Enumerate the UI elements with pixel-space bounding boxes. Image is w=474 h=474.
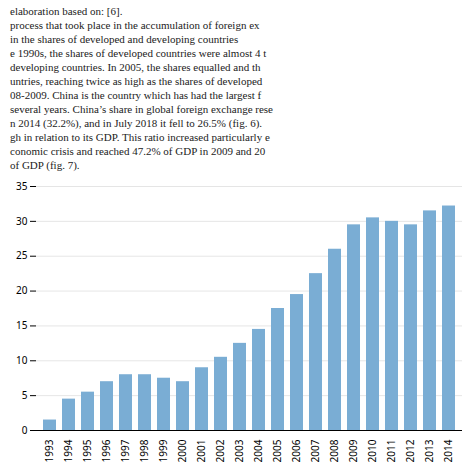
- svg-text:2008: 2008: [327, 439, 341, 462]
- svg-text:2006: 2006: [289, 439, 303, 462]
- svg-text:1995: 1995: [80, 439, 94, 462]
- svg-text:2001: 2001: [194, 440, 208, 463]
- svg-text:2007: 2007: [308, 439, 322, 462]
- svg-text:2009: 2009: [346, 439, 360, 462]
- html-text:08-2009. China is the country: 08-2009. China is the country which has …: [10, 89, 262, 101]
- html-text:of GDP (fig. 7).: of GDP (fig. 7).: [10, 159, 80, 171]
- html-text:untries, reaching twice as hig: untries, reaching twice as high as the s…: [10, 75, 263, 87]
- svg-text:2011: 2011: [384, 440, 398, 463]
- html-text:several years. China’s share i: several years. China’s share in global f…: [10, 103, 273, 115]
- svg-text:2013: 2013: [422, 439, 436, 462]
- svg-text:2012: 2012: [403, 439, 417, 462]
- svg-text:20: 20: [16, 283, 28, 297]
- svg-text:15: 15: [16, 318, 28, 332]
- svg-text:1997: 1997: [118, 439, 132, 462]
- svg-text:2005: 2005: [270, 439, 284, 462]
- svg-text:5: 5: [22, 388, 28, 402]
- svg-text:2014: 2014: [441, 439, 455, 462]
- svg-text:1999: 1999: [156, 439, 170, 462]
- svg-text:1998: 1998: [137, 439, 151, 462]
- html-text:conomic crisis and reached 47.: conomic crisis and reached 47.2% of GDP …: [10, 145, 266, 157]
- svg-text:10: 10: [16, 353, 28, 367]
- html-text:elaboration based on: [6].: elaboration based on: [6].: [10, 5, 123, 17]
- svg-text:2003: 2003: [232, 439, 246, 462]
- svg-text:0: 0: [22, 423, 28, 437]
- svg-text:25: 25: [16, 248, 28, 262]
- html-text:process that took place in the: process that took place in the accumulat…: [10, 19, 260, 31]
- html-text:developing countries. In 2005,: developing countries. In 2005, the share…: [10, 61, 261, 73]
- svg-text:2004: 2004: [251, 439, 265, 462]
- html-text:in the shares of developed and: in the shares of developed and developin…: [10, 33, 239, 45]
- svg-text:2000: 2000: [175, 439, 189, 462]
- svg-text:1994: 1994: [61, 439, 75, 462]
- svg-text:2010: 2010: [365, 439, 379, 462]
- html-text:e 1990s, the shares of develop: e 1990s, the shares of developed countri…: [10, 47, 267, 59]
- svg-text:1996: 1996: [99, 439, 113, 462]
- svg-text:1993: 1993: [42, 439, 56, 462]
- svg-text:30: 30: [16, 214, 28, 228]
- html-text:n 2014 (32.2%), and in July 20: n 2014 (32.2%), and in July 2018 it fell…: [10, 117, 263, 129]
- svg-text:35: 35: [16, 179, 28, 193]
- html-text:gh in relation to its GDP. Thi: gh in relation to its GDP. This ratio in…: [10, 131, 270, 143]
- svg-text:2002: 2002: [213, 439, 227, 462]
